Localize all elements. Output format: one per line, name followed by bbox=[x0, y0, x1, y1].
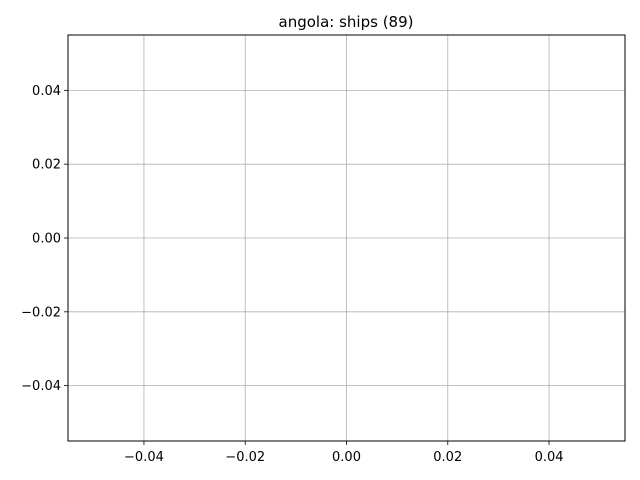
chart-title: angola: ships (89) bbox=[279, 13, 414, 31]
x-axis-ticks: −0.04 −0.02 0.00 0.02 0.04 bbox=[124, 441, 564, 465]
y-tick-label: −0.02 bbox=[21, 305, 61, 320]
x-tick-label: 0.00 bbox=[332, 450, 361, 465]
y-tick-label: −0.04 bbox=[21, 379, 61, 394]
y-axis-ticks: −0.04 −0.02 0.00 0.02 0.04 bbox=[21, 84, 68, 394]
x-tick-label: −0.04 bbox=[124, 450, 164, 465]
y-tick-label: 0.02 bbox=[32, 158, 61, 173]
grid-lines bbox=[68, 35, 625, 441]
y-tick-label: 0.00 bbox=[32, 232, 61, 247]
x-tick-label: 0.02 bbox=[433, 450, 462, 465]
y-tick-label: 0.04 bbox=[32, 84, 61, 99]
x-tick-label: 0.04 bbox=[535, 450, 564, 465]
plot-area bbox=[67, 34, 626, 442]
x-tick-label: −0.02 bbox=[225, 450, 265, 465]
